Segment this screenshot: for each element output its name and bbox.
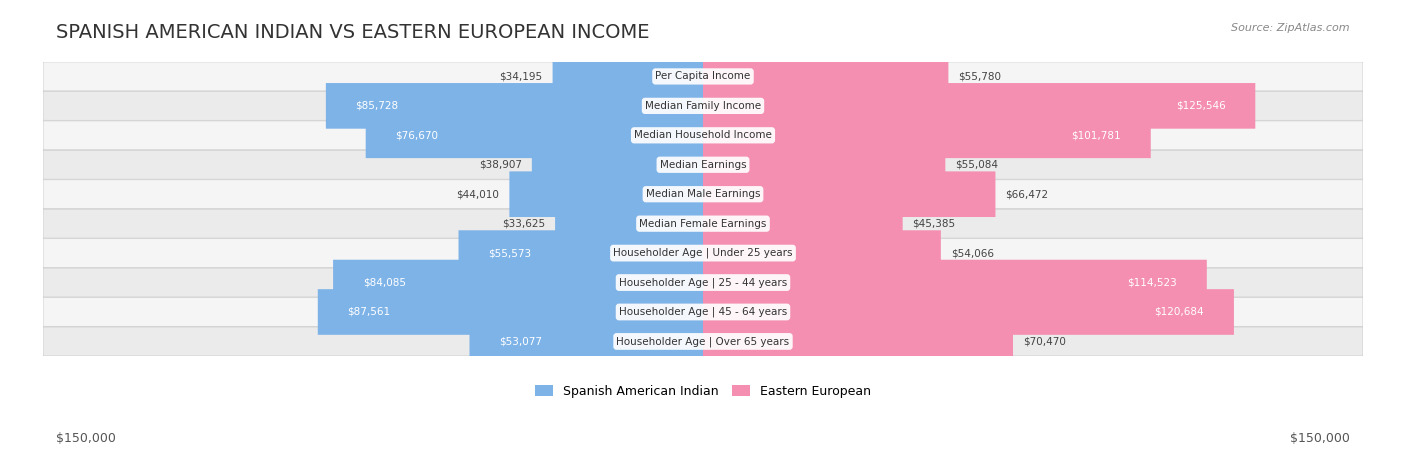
FancyBboxPatch shape [703,289,1234,335]
Text: $44,010: $44,010 [457,189,499,199]
FancyBboxPatch shape [703,54,949,99]
Text: Householder Age | 45 - 64 years: Householder Age | 45 - 64 years [619,307,787,317]
Text: $87,561: $87,561 [347,307,391,317]
Text: $55,780: $55,780 [959,71,1001,81]
Text: SPANISH AMERICAN INDIAN VS EASTERN EUROPEAN INCOME: SPANISH AMERICAN INDIAN VS EASTERN EUROP… [56,23,650,42]
FancyBboxPatch shape [509,171,703,217]
Text: $114,523: $114,523 [1128,277,1177,288]
FancyBboxPatch shape [703,83,1256,129]
FancyBboxPatch shape [555,201,703,247]
FancyBboxPatch shape [44,268,1362,297]
FancyBboxPatch shape [44,327,1362,356]
FancyBboxPatch shape [553,54,703,99]
FancyBboxPatch shape [703,260,1206,305]
Text: $34,195: $34,195 [499,71,543,81]
FancyBboxPatch shape [44,180,1362,209]
Text: $33,625: $33,625 [502,219,546,229]
Text: Per Capita Income: Per Capita Income [655,71,751,81]
FancyBboxPatch shape [703,230,941,276]
FancyBboxPatch shape [44,121,1362,150]
FancyBboxPatch shape [44,62,1362,91]
Legend: Spanish American Indian, Eastern European: Spanish American Indian, Eastern Europea… [530,380,876,403]
Text: $70,470: $70,470 [1024,336,1066,347]
FancyBboxPatch shape [44,92,1362,120]
Text: Median Female Earnings: Median Female Earnings [640,219,766,229]
FancyBboxPatch shape [366,113,703,158]
Text: Householder Age | 25 - 44 years: Householder Age | 25 - 44 years [619,277,787,288]
Text: $150,000: $150,000 [56,432,117,446]
Text: $85,728: $85,728 [356,101,399,111]
FancyBboxPatch shape [44,239,1362,268]
FancyBboxPatch shape [333,260,703,305]
Text: Median Household Income: Median Household Income [634,130,772,140]
Text: Householder Age | Over 65 years: Householder Age | Over 65 years [616,336,790,347]
FancyBboxPatch shape [44,209,1362,238]
FancyBboxPatch shape [703,142,945,188]
Text: Householder Age | Under 25 years: Householder Age | Under 25 years [613,248,793,258]
Text: Median Family Income: Median Family Income [645,101,761,111]
Text: $76,670: $76,670 [395,130,439,140]
Text: Median Earnings: Median Earnings [659,160,747,170]
FancyBboxPatch shape [703,171,995,217]
FancyBboxPatch shape [326,83,703,129]
FancyBboxPatch shape [703,113,1150,158]
FancyBboxPatch shape [44,150,1362,179]
Text: $45,385: $45,385 [912,219,956,229]
Text: $84,085: $84,085 [363,277,406,288]
Text: $38,907: $38,907 [479,160,522,170]
Text: $101,781: $101,781 [1071,130,1121,140]
Text: $54,066: $54,066 [950,248,994,258]
Text: $55,573: $55,573 [488,248,531,258]
FancyBboxPatch shape [318,289,703,335]
FancyBboxPatch shape [703,201,903,247]
Text: Median Male Earnings: Median Male Earnings [645,189,761,199]
Text: $150,000: $150,000 [1289,432,1350,446]
Text: $55,084: $55,084 [955,160,998,170]
Text: Source: ZipAtlas.com: Source: ZipAtlas.com [1232,23,1350,33]
FancyBboxPatch shape [458,230,703,276]
FancyBboxPatch shape [44,297,1362,326]
Text: $66,472: $66,472 [1005,189,1049,199]
Text: $120,684: $120,684 [1154,307,1204,317]
Text: $125,546: $125,546 [1175,101,1226,111]
FancyBboxPatch shape [470,318,703,364]
FancyBboxPatch shape [531,142,703,188]
FancyBboxPatch shape [703,318,1012,364]
Text: $53,077: $53,077 [499,336,543,347]
